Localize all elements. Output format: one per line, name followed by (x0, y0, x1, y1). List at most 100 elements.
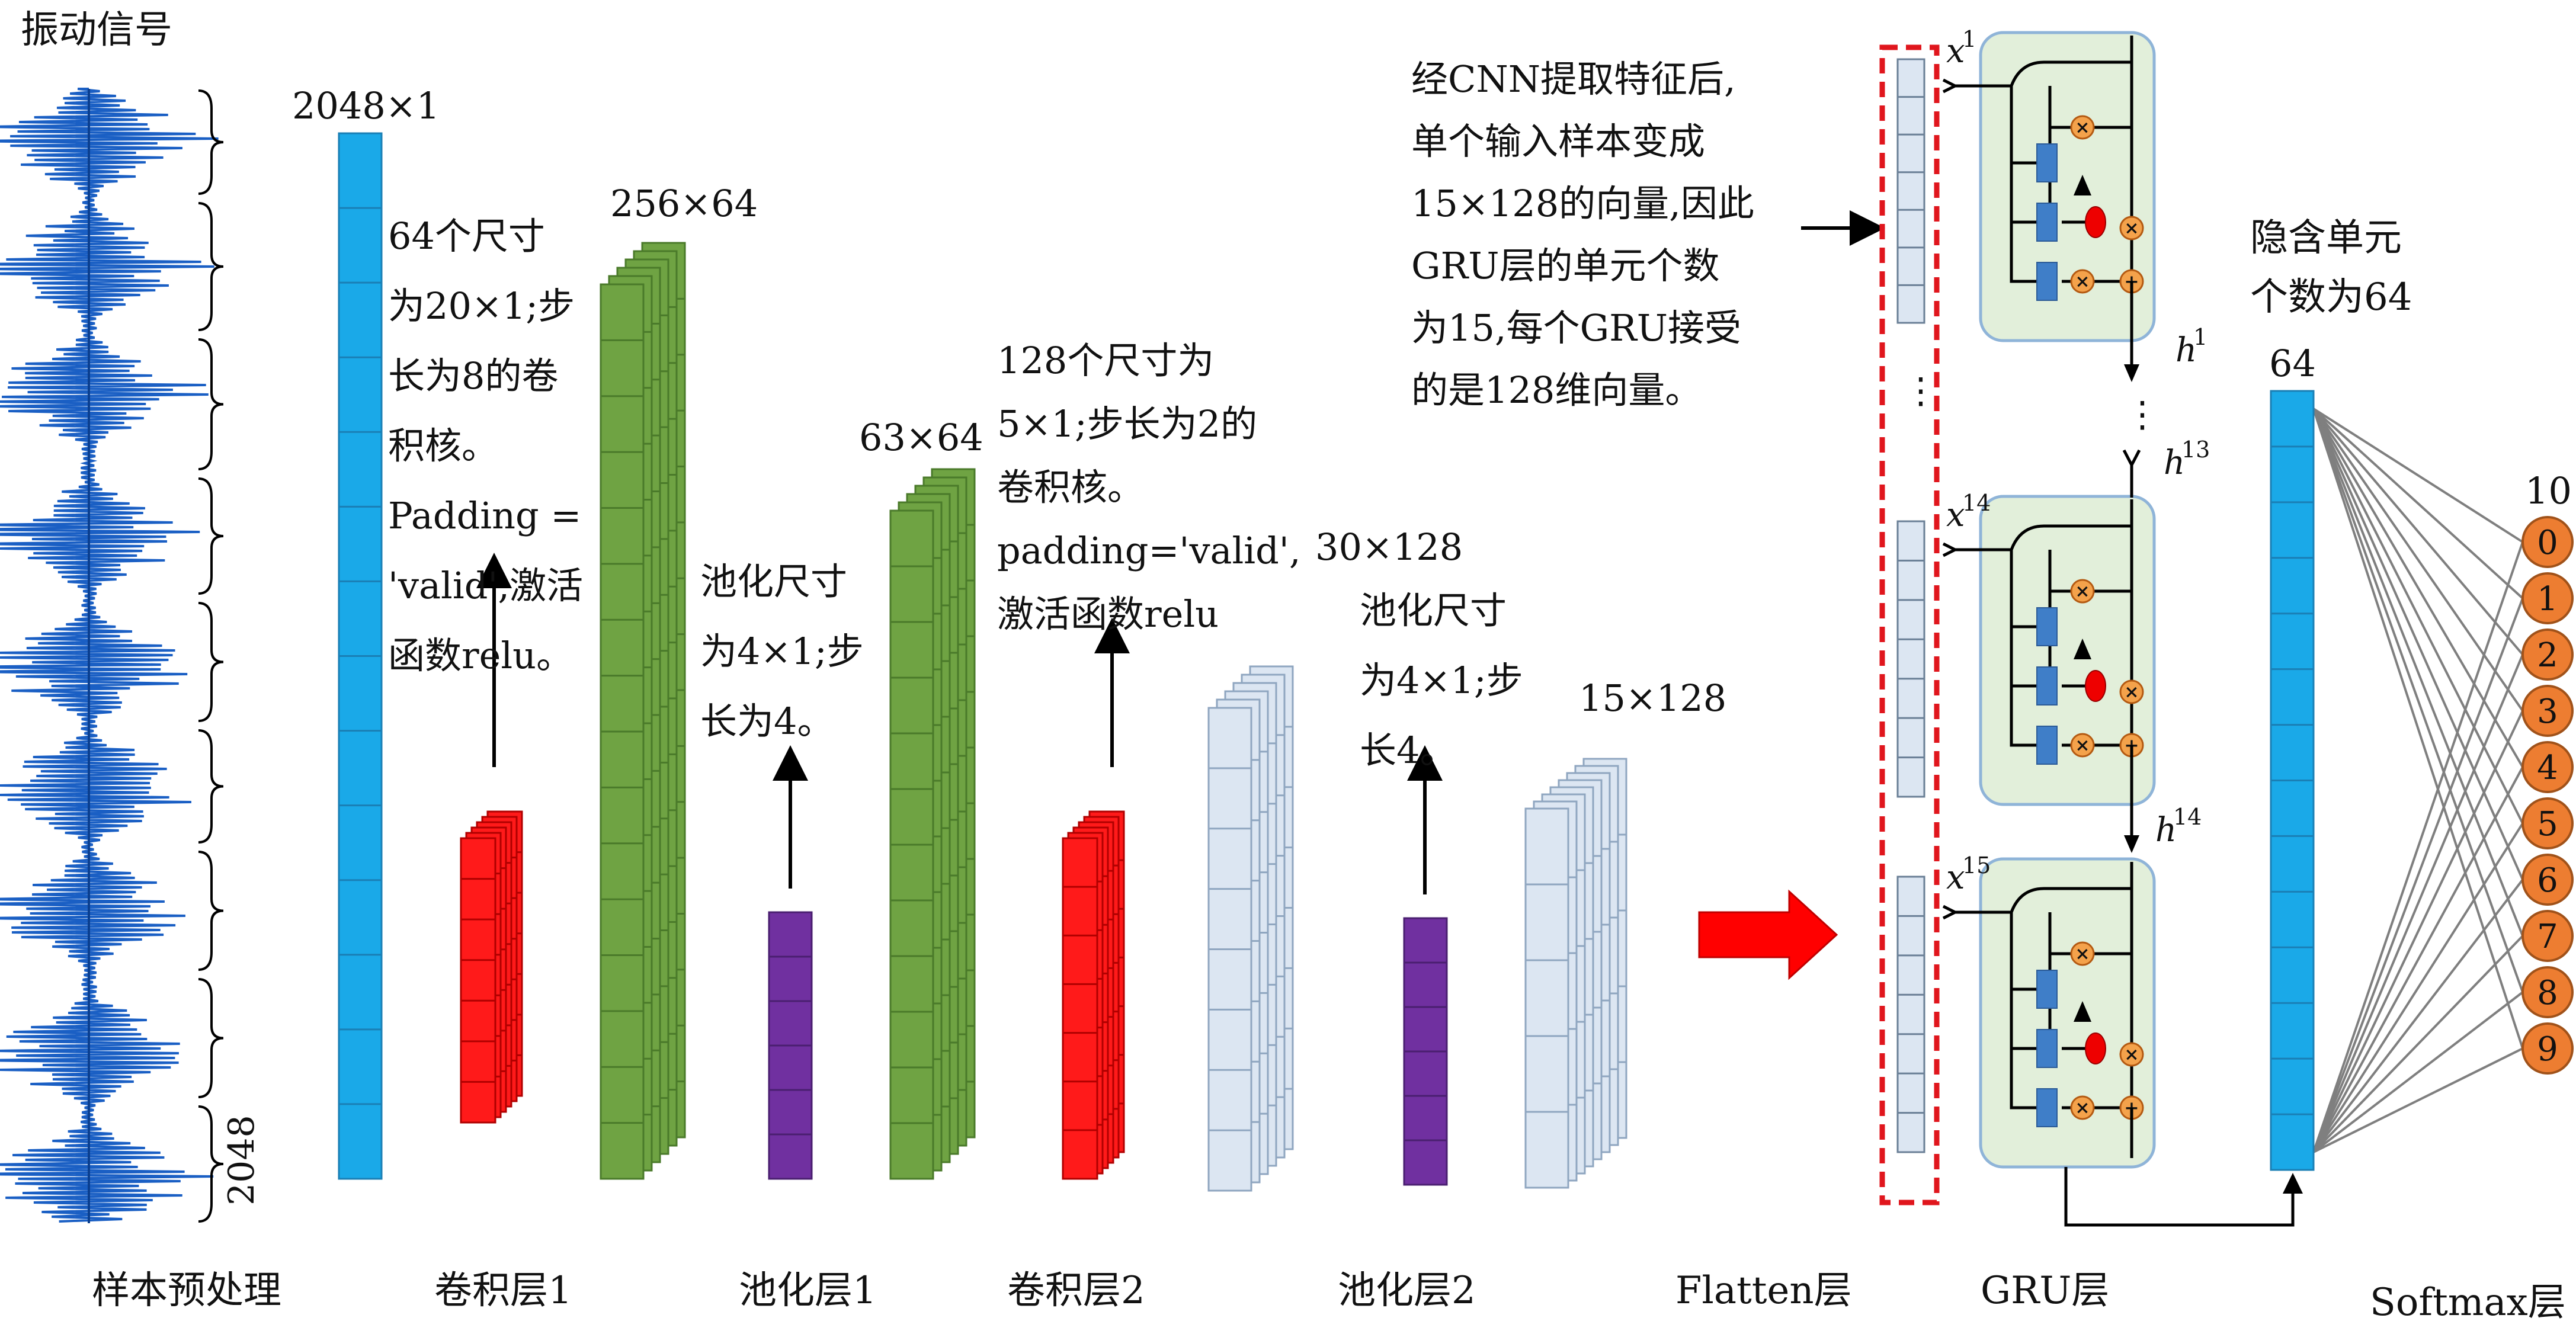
conv2-kernel-stack (1062, 810, 1125, 1180)
gate-mult-symbol: × (2075, 735, 2090, 756)
gate-box (2036, 726, 2058, 765)
conv2-dim: 30×128 (1315, 525, 1463, 569)
conv1-kernel-map (460, 837, 496, 1124)
conv1-layer: 64个尺寸为20×1;步长为8的卷积核。 Padding ='valid',激活函… (388, 182, 758, 1313)
softmax-count: 10 (2525, 469, 2572, 512)
gru-to-dense-line (2064, 1167, 2295, 1227)
hidden-units-vector (2270, 390, 2315, 1171)
gate-mult-circle (2070, 1095, 2095, 1120)
hidden-state-label: h (2175, 331, 2197, 370)
pool2-map (1524, 807, 1569, 1189)
gru-input-label: x (1946, 858, 1965, 897)
dense-link (2312, 408, 2524, 599)
softmax-node-label: 5 (2537, 805, 2558, 844)
dense-link (2312, 408, 2524, 543)
pool1-layer: 池化尺寸为4×1;步长为4。 63×64 池化层1 (700, 416, 983, 1313)
input-vector (338, 132, 383, 1180)
pool1-feature-maps (889, 468, 976, 1180)
hidden-state-sup: 13 (2181, 437, 2210, 463)
conv2-kernel-map (1062, 837, 1098, 1180)
gru-wire (1952, 548, 2038, 747)
gate-box (2036, 1029, 2058, 1068)
pool1-dim: 63×64 (859, 416, 983, 459)
segment-brace (198, 1105, 224, 1223)
segment-brace (198, 89, 224, 195)
gate-triangle (2074, 639, 2091, 659)
softmax-node-label: 6 (2537, 861, 2558, 900)
gru-wire (2010, 524, 2132, 550)
gate-triangle (2074, 1001, 2091, 1022)
softmax-node-label: 9 (2537, 1030, 2558, 1069)
hidden-state-sup: 14 (2173, 804, 2202, 830)
hidden-flow-arrowhead (2124, 835, 2139, 853)
sequence-cells (1896, 520, 1925, 798)
softmax-node-label: 2 (2537, 636, 2558, 675)
waveform-trace (0, 88, 219, 1223)
gate-mult-circle (2070, 115, 2095, 140)
gru-input-sup: 15 (1962, 852, 1991, 878)
gate-box (2036, 1088, 2058, 1127)
dense-link (2313, 1047, 2523, 1153)
conv2-layer: 128个尺寸为 5×1;步长为2的卷积核。 padding='valid',激活函数… (997, 339, 1463, 1313)
gru-input-sup: 14 (1962, 490, 1991, 516)
segment-brace (198, 602, 224, 722)
dense-link (2312, 878, 2524, 1153)
conv2-note: 128个尺寸为 5×1;步长为2的卷积核。 padding='valid',激活函数… (997, 339, 1301, 636)
dense-link (2312, 710, 2524, 1153)
vibration-waveform (0, 88, 219, 1223)
softmax-node (2521, 685, 2574, 737)
gru-note: 经CNN提取特征后,单个输入样本变成 15×128的向量,因此 GRU层的单元个数为… (1411, 57, 1754, 412)
sequence-cells (1896, 58, 1925, 324)
pool2-layer: 池化尺寸为4×1;步长4。 15×128 池化层2 (1338, 589, 1726, 1313)
gate-mult-circle (2070, 941, 2095, 966)
flatten-arrow (1698, 889, 1838, 980)
hidden-flow-arrowhead (2124, 364, 2139, 382)
softmax-node-label: 7 (2537, 918, 2558, 956)
conv1-dim: 256×64 (610, 182, 758, 225)
gru-cell: ××× +x1 (1942, 26, 2156, 342)
flatten-label: Flatten层 (1675, 1269, 1852, 1313)
gate-mult-symbol: × (2124, 682, 2139, 703)
output-section: 隐含单元个数为64 64 10 0 1 2 3 4 5 6 7 8 9 Softmax层 (2250, 216, 2574, 1325)
conv1-label: 卷积层1 (434, 1269, 572, 1313)
conv2-feature-maps (1207, 665, 1294, 1192)
softmax-node-label: 0 (2537, 524, 2558, 562)
sequence-cells (1896, 876, 1925, 1153)
gru-cell-box (1979, 495, 2156, 806)
gate-mult-symbol: × (2075, 1098, 2090, 1118)
dense-link (2312, 654, 2524, 1153)
pool2-window (1403, 917, 1448, 1186)
gate-box (2036, 970, 2058, 1009)
gru-cell-box (1979, 857, 2156, 1169)
gru-input-label: x (1946, 32, 1965, 70)
softmax-node (2521, 1022, 2574, 1075)
pool1-window (768, 911, 813, 1180)
softmax-label: Softmax层 (2370, 1281, 2566, 1325)
gate-mult-circle (2119, 216, 2144, 240)
dense-link (2312, 408, 2524, 768)
softmax-node (2521, 797, 2574, 849)
gate-mult-circle (2070, 269, 2095, 294)
gru-to-dense-arrowhead (2283, 1173, 2303, 1194)
gru-section: 经CNN提取特征后,单个输入样本变成 15×128的向量,因此 GRU层的单元个数为… (1411, 26, 2303, 1313)
segment-braces (198, 89, 224, 1223)
softmax-node (2521, 854, 2574, 906)
dense-connections (2312, 408, 2524, 1153)
dense-link (2312, 408, 2524, 712)
reset-gate-node (2085, 1032, 2106, 1064)
gate-mult-symbol: × (2075, 117, 2090, 138)
segment-brace (198, 978, 224, 1098)
gru-wire (2010, 887, 2132, 913)
dense-link (2312, 541, 2524, 1153)
dense-link (2312, 408, 2524, 993)
conv1-kernel-stack (460, 810, 523, 1124)
gru-label: GRU层 (1981, 1269, 2109, 1313)
gru-wire (1952, 910, 2038, 1109)
softmax-node (2521, 628, 2574, 681)
dense-link (2312, 408, 2524, 824)
reset-gate-node (2085, 670, 2106, 702)
hidden-units-note: 隐含单元个数为64 (2250, 216, 2412, 319)
softmax-outputs: 0 1 2 3 4 5 6 7 8 9 (2521, 516, 2574, 1075)
pool1-note: 池化尺寸为4×1;步长为4。 (700, 560, 864, 743)
